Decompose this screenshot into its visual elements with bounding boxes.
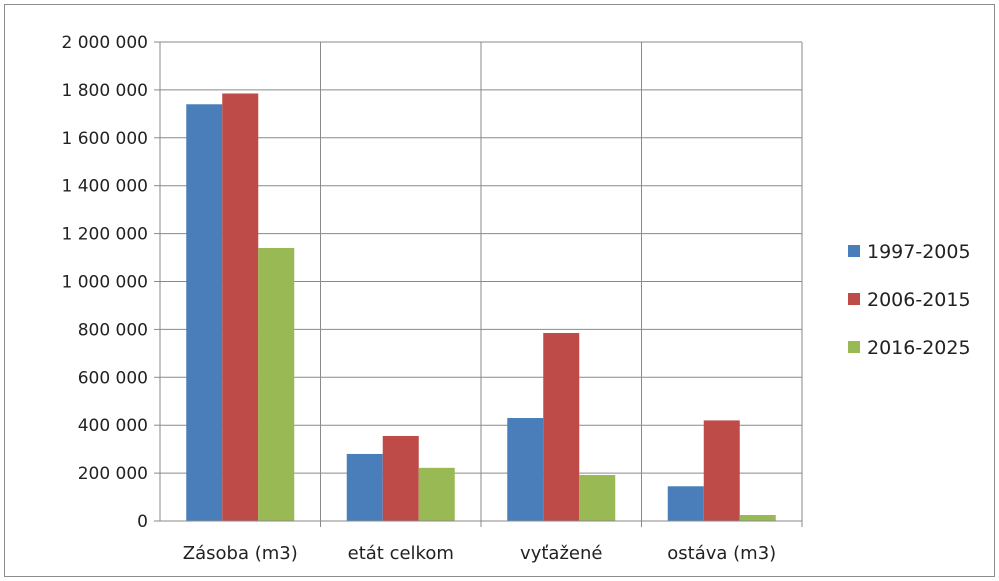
bar-2006-2015-2 [543,332,580,521]
y-tick-label: 800 000 [78,320,148,340]
bar-1997-2005-3 [667,486,704,521]
y-tick-label: 400 000 [78,416,148,436]
bar-2016-2025-0 [258,247,295,521]
legend-swatch [848,293,860,305]
bar-1997-2005-2 [507,418,544,521]
chart-frame [4,4,995,577]
y-tick-label: 600 000 [78,368,148,388]
y-tick-label: 0 [137,512,148,532]
bar-1997-2005-1 [346,453,383,521]
legend-label: 2006-2015 [867,289,971,311]
legend-swatch [848,245,860,257]
y-tick-label: 1 800 000 [61,81,148,101]
bar-2016-2025-1 [418,467,455,521]
legend-label: 1997-2005 [867,241,971,263]
bar-2006-2015-0 [222,93,259,522]
y-tick-label: 200 000 [78,464,148,484]
x-category-label: Zásoba (m3) [183,543,298,564]
bar-2016-2025-3 [739,515,776,521]
y-tick-label: 1 000 000 [61,273,148,293]
y-tick-label: 2 000 000 [61,33,148,53]
bar-1997-2005-0 [186,104,223,522]
x-category-label: ostáva (m3) [667,543,776,564]
legend-swatch [848,341,860,353]
y-tick-label: 1 200 000 [61,225,148,245]
y-tick-label: 1 400 000 [61,177,148,197]
bar-2006-2015-1 [382,435,419,521]
bar-2016-2025-2 [579,475,616,521]
legend-label: 2016-2025 [867,337,971,359]
bar-2006-2015-3 [703,420,740,521]
x-category-label: etát celkom [348,543,454,564]
y-tick-label: 1 600 000 [61,129,148,149]
x-category-label: vyťažené [520,543,602,564]
